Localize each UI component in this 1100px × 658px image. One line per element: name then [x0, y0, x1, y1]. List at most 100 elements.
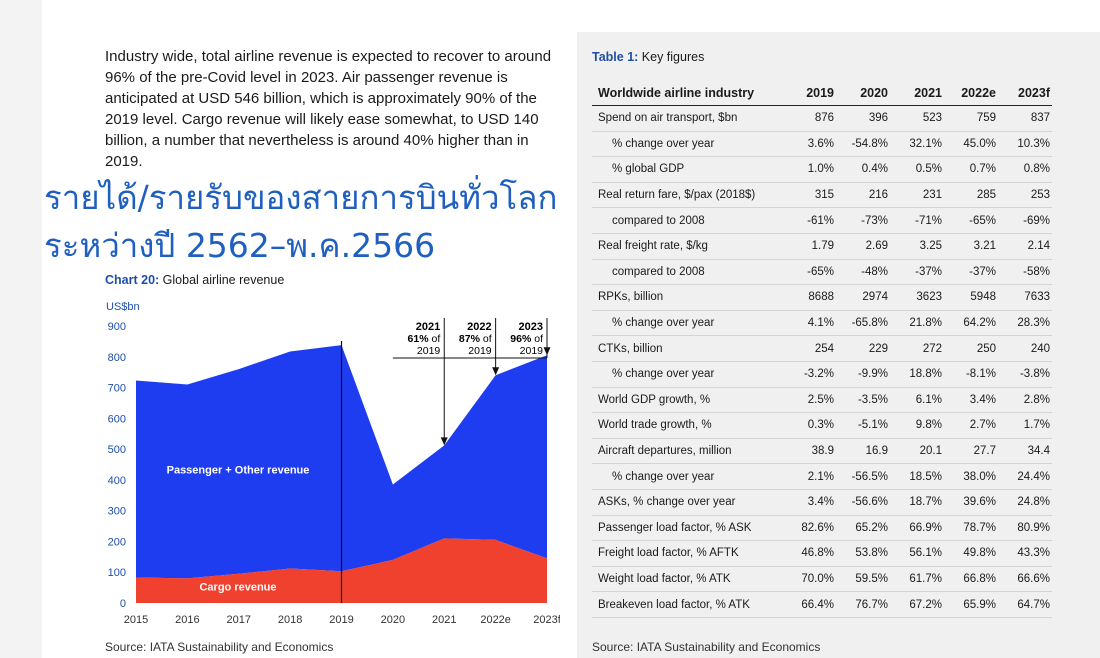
table-header-year: 2023f [998, 80, 1052, 106]
key-figures-table: Worldwide airline industry 2019 2020 2021 20… [592, 80, 1052, 618]
annotation-year: 2021 [416, 321, 440, 333]
table-cell: 0.4% [836, 156, 890, 183]
table-cell: 65.2% [836, 515, 890, 542]
table-cell: 3.21 [944, 233, 998, 260]
table-cell: 7633 [998, 284, 1052, 311]
cargo-area [136, 538, 547, 603]
table-cell: 0.7% [944, 156, 998, 183]
table-cell: 1.79 [782, 233, 836, 260]
table-row: % change over year 2.1% -56.5% 18.5% 38.0% 24… [592, 463, 1052, 490]
table-cell: 21.8% [890, 310, 944, 337]
annotation-year: 2023 [519, 321, 543, 333]
table-cell: -3.8% [998, 361, 1052, 388]
table-title-text: Key figures [641, 50, 705, 64]
y-tick-label: 900 [108, 321, 126, 333]
table-cell: 46.8% [782, 540, 836, 567]
y-tick-label: 0 [120, 598, 126, 610]
table-cell: 240 [998, 335, 1052, 362]
table-cell: 2.5% [782, 387, 836, 414]
table-cell: -65% [944, 207, 998, 234]
table-cell: 3.6% [782, 131, 836, 158]
table-cell: 66.4% [782, 591, 836, 618]
revenue-area-chart: US$bn 0 100 200 300 400 500 600 700 800 900 2015 201… [106, 301, 560, 626]
annotation-arrow-head [440, 437, 448, 446]
table-cell: 229 [836, 335, 890, 362]
table-cell: 66.8% [944, 566, 998, 593]
table-cell: 49.8% [944, 540, 998, 567]
table-cell: 396 [836, 105, 890, 132]
table-cell: 5948 [944, 284, 998, 311]
table-row: Breakeven load factor, % ATK 66.4% 76.7% 67… [592, 591, 1052, 618]
annotation-percent-line: 87% of [459, 333, 492, 345]
table-row-label: Spend on air transport, $bn [592, 105, 782, 132]
y-tick-label: 500 [108, 444, 126, 456]
table-cell: 3623 [890, 284, 944, 311]
table-cell: 6.1% [890, 387, 944, 414]
table-cell: 64.7% [998, 591, 1052, 618]
table-header-year: 2022e [944, 80, 998, 106]
table-cell: -56.5% [836, 463, 890, 490]
table-cell: 38.0% [944, 463, 998, 490]
table-cell: 3.4% [944, 387, 998, 414]
table-cell: 38.9 [782, 438, 836, 465]
x-tick-label: 2023f [533, 614, 560, 626]
table-row-label: compared to 2008 [592, 259, 782, 286]
table-cell: -61% [782, 207, 836, 234]
table-cell: 253 [998, 182, 1052, 209]
table-row-label: % change over year [592, 131, 782, 158]
table-cell: 8688 [782, 284, 836, 311]
thai-overlay-title-line1: รายได้/รายรับของสายการบินทั่วโลก [44, 178, 558, 217]
table-cell: 1.7% [998, 412, 1052, 439]
table-cell: 56.1% [890, 540, 944, 567]
table-cell: 2.1% [782, 463, 836, 490]
table-row-label: % global GDP [592, 156, 782, 183]
table-cell: 16.9 [836, 438, 890, 465]
table-cell: 67.2% [890, 591, 944, 618]
table-row-label: Real freight rate, $/kg [592, 233, 782, 260]
table-row: Real freight rate, $/kg 1.79 2.69 3.25 3.21 2… [592, 233, 1052, 260]
table-row-label: Weight load factor, % ATK [592, 566, 782, 593]
annotation-percent-line: 61% of [408, 333, 441, 345]
annotation-arrow-head [543, 347, 551, 356]
table-row: ASKs, % change over year 3.4% -56.6% 18.7% 3… [592, 489, 1052, 516]
table-cell: -37% [890, 259, 944, 286]
annotation-base-year: 2019 [468, 345, 492, 357]
table-cell: 4.1% [782, 310, 836, 337]
table-row: % change over year 4.1% -65.8% 21.8% 64.2% 28… [592, 310, 1052, 337]
table-row: World trade growth, % 0.3% -5.1% 9.8% 2.7% 1.… [592, 412, 1052, 439]
x-tick-label: 2022e [480, 614, 511, 626]
table-row-label: Aircraft departures, million [592, 438, 782, 465]
table-cell: 876 [782, 105, 836, 132]
table-header-year: 2019 [782, 80, 836, 106]
x-tick-label: 2016 [175, 614, 199, 626]
table-cell: 27.7 [944, 438, 998, 465]
table-cell: 20.1 [890, 438, 944, 465]
table-cell: 82.6% [782, 515, 836, 542]
table-header-label: Worldwide airline industry [592, 80, 782, 106]
table-row: % change over year -3.2% -9.9% 18.8% -8.1% -3… [592, 361, 1052, 388]
table-cell: 76.7% [836, 591, 890, 618]
table-cell: 2.7% [944, 412, 998, 439]
chart-title-text: Global airline revenue [162, 273, 285, 287]
table-cell: 250 [944, 335, 998, 362]
annotation-percent-line: 96% of [510, 333, 543, 345]
table-row-label: Passenger load factor, % ASK [592, 515, 782, 542]
table-row-label: World GDP growth, % [592, 387, 782, 414]
table-cell: 523 [890, 105, 944, 132]
table-cell: 53.8% [836, 540, 890, 567]
table-cell: 272 [890, 335, 944, 362]
y-tick-label: 300 [108, 506, 126, 518]
table-title: Table 1: Key figures [592, 50, 704, 64]
y-tick-label: 400 [108, 475, 126, 487]
y-tick-label: 200 [108, 536, 126, 548]
x-tick-label: 2015 [124, 614, 148, 626]
y-tick-label: 100 [108, 567, 126, 579]
table-cell: 24.4% [998, 463, 1052, 490]
table-cell: 43.3% [998, 540, 1052, 567]
table-row: % change over year 3.6% -54.8% 32.1% 45.0% 10… [592, 131, 1052, 158]
table-row: RPKs, billion 8688 2974 3623 5948 7633 [592, 284, 1052, 311]
table-row: compared to 2008 -61% -73% -71% -65% -69% [592, 207, 1052, 234]
table-cell: 66.6% [998, 566, 1052, 593]
table-cell: 24.8% [998, 489, 1052, 516]
table-cell: -73% [836, 207, 890, 234]
